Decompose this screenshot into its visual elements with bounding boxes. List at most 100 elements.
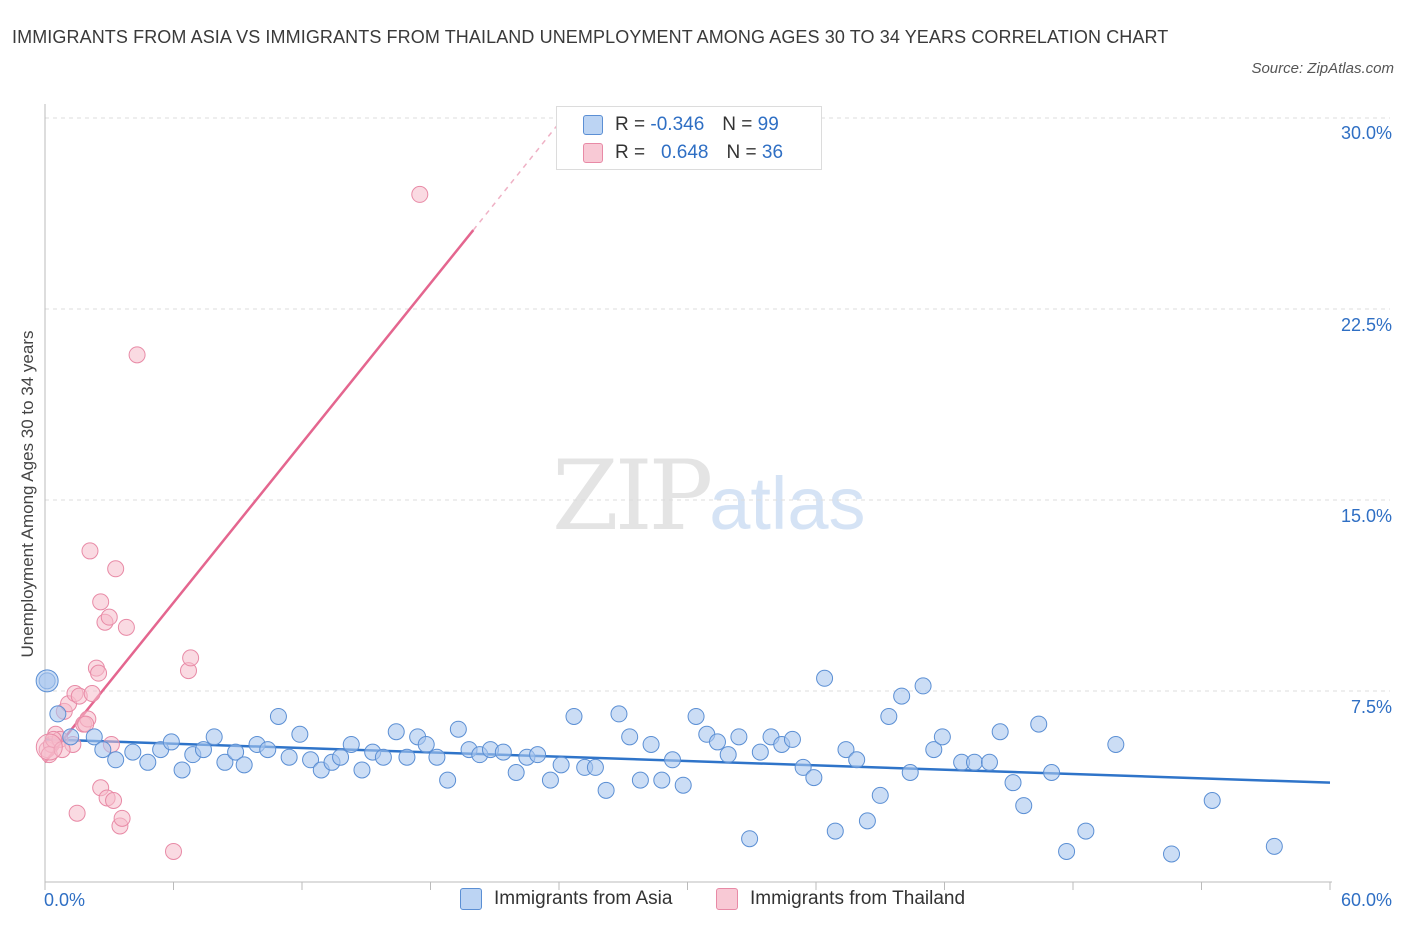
- asia-point: [914, 677, 932, 695]
- asia-point: [933, 728, 951, 746]
- asia-point: [794, 758, 812, 776]
- asia-point: [85, 728, 103, 746]
- asia-point: [816, 669, 834, 687]
- asia-point: [280, 748, 298, 766]
- thailand-point: [68, 804, 86, 822]
- thailand-point: [107, 560, 125, 578]
- thailand-point: [90, 664, 108, 682]
- legend-row-asia: R = -0.346 N = 99: [583, 112, 779, 138]
- thailand-swatch: [583, 143, 603, 163]
- thailand-trend-line: [44, 229, 475, 764]
- asia-point: [49, 705, 67, 723]
- asia-point: [216, 753, 234, 771]
- asia-point: [871, 786, 889, 804]
- asia-point: [708, 733, 726, 751]
- y-tick-label-30: 30.0%: [1340, 123, 1392, 143]
- thailand-point: [35, 733, 63, 761]
- asia-legend-swatch: [460, 888, 482, 910]
- asia-point: [741, 830, 759, 848]
- asia-point: [586, 758, 604, 776]
- asia-point: [687, 707, 705, 725]
- axes: [44, 104, 1332, 890]
- thailand-point: [105, 792, 123, 810]
- asia-point: [1015, 797, 1033, 815]
- thailand-point: [83, 685, 101, 703]
- source-credit: Source: ZipAtlas.com: [1251, 60, 1394, 77]
- asia-point: [1163, 845, 1181, 863]
- asia-point: [631, 771, 649, 789]
- legend-row-thailand: R = 0.648 N = 36: [583, 140, 783, 166]
- asia-point: [353, 761, 371, 779]
- trend-lines: [44, 122, 1331, 784]
- asia-point: [730, 728, 748, 746]
- thailand-point: [411, 185, 429, 203]
- asia-point: [552, 756, 570, 774]
- asia-point: [291, 725, 309, 743]
- thailand-point: [117, 618, 135, 636]
- asia-point: [494, 743, 512, 761]
- asia-point: [1265, 837, 1283, 855]
- x-tick-label-min: 0.0%: [44, 890, 86, 910]
- thailand-point: [113, 809, 131, 827]
- asia-point: [529, 746, 547, 764]
- asia-point: [374, 748, 392, 766]
- asia-n-label: N =: [722, 114, 753, 135]
- asia-point: [880, 707, 898, 725]
- asia-point: [139, 753, 157, 771]
- asia-point: [398, 748, 416, 766]
- asia-point: [35, 669, 59, 693]
- watermark-zip: ZIP: [552, 440, 713, 552]
- asia-point: [826, 822, 844, 840]
- asia-point: [107, 751, 125, 769]
- gridlines: [45, 117, 1390, 692]
- asia-point: [235, 756, 253, 774]
- asia-r-value: -0.346: [650, 114, 705, 135]
- asia-point: [751, 743, 769, 761]
- asia-n-value: 99: [757, 114, 779, 135]
- data-points: [35, 185, 1283, 863]
- chart-title: IMMIGRANTS FROM ASIA VS IMMIGRANTS FROM …: [12, 27, 1169, 47]
- asia-point: [621, 728, 639, 746]
- asia-point: [439, 771, 457, 789]
- y-axis-label: Unemployment Among Ages 30 to 34 years: [18, 330, 37, 658]
- asia-point: [1077, 822, 1095, 840]
- asia-legend-label: Immigrants from Asia: [494, 888, 673, 909]
- asia-point: [610, 705, 628, 723]
- asia-point: [597, 781, 615, 799]
- asia-point: [719, 746, 737, 764]
- asia-point: [332, 748, 350, 766]
- asia-swatch: [583, 115, 603, 135]
- asia-point: [565, 707, 583, 725]
- asia-point: [541, 771, 559, 789]
- asia-point: [387, 723, 405, 741]
- asia-point: [428, 748, 446, 766]
- correlation-legend: R = -0.346 N = 99 R = 0.648 N = 36: [556, 106, 822, 170]
- asia-point: [162, 733, 180, 751]
- thailand-legend-swatch: [716, 888, 738, 910]
- asia-point: [1107, 735, 1125, 753]
- asia-point: [62, 728, 80, 746]
- asia-point: [417, 735, 435, 753]
- asia-point: [653, 771, 671, 789]
- thailand-point: [77, 715, 95, 733]
- asia-point: [94, 741, 112, 759]
- asia-point: [783, 730, 801, 748]
- asia-point: [173, 761, 191, 779]
- asia-point: [1030, 715, 1048, 733]
- asia-point: [342, 735, 360, 753]
- thailand-r-value: 0.648: [660, 142, 709, 163]
- y-tick-label-22-5: 22.5%: [1340, 315, 1392, 335]
- thailand-point: [128, 346, 146, 364]
- asia-point: [642, 735, 660, 753]
- watermark-atlas: atlas: [709, 462, 866, 545]
- thailand-legend-label: Immigrants from Thailand: [750, 888, 966, 909]
- asia-point: [858, 812, 876, 830]
- thailand-point: [92, 593, 110, 611]
- asia-point: [664, 751, 682, 769]
- thailand-point: [182, 649, 200, 667]
- asia-point: [837, 741, 855, 759]
- y-tick-label-15: 15.0%: [1340, 506, 1392, 526]
- asia-point: [259, 741, 277, 759]
- asia-point: [449, 720, 467, 738]
- asia-point: [805, 769, 823, 787]
